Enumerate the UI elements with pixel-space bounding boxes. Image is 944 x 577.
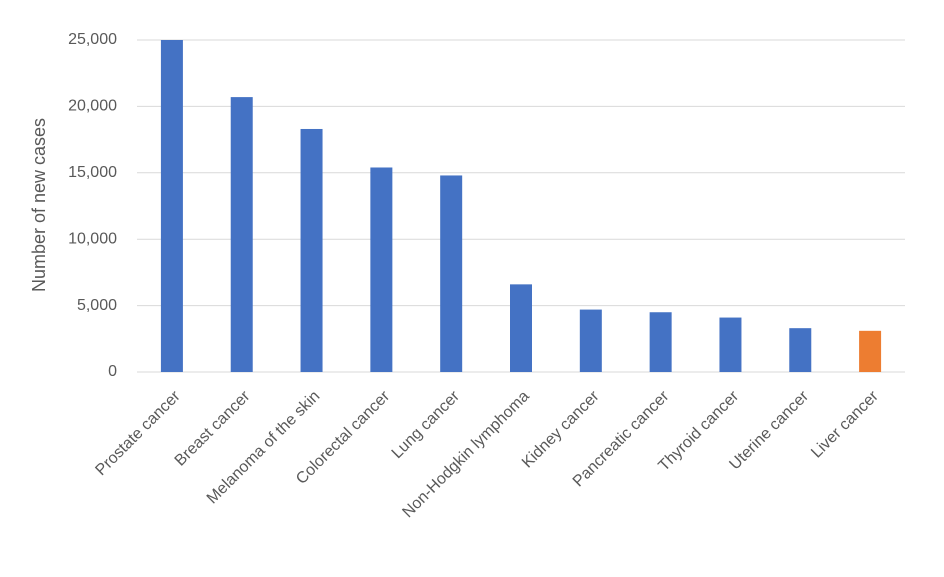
y-tick-label: 5,000: [77, 297, 117, 314]
x-tick-label: Prostate cancer: [92, 387, 184, 479]
bar: [719, 317, 742, 372]
bar: [859, 330, 882, 372]
y-tick-label: 15,000: [68, 164, 117, 181]
y-tick-label: 25,000: [68, 31, 117, 48]
bar: [510, 284, 532, 372]
y-axis-label: Number of new cases: [29, 118, 49, 292]
bar: [579, 309, 602, 372]
x-tick-label: Non-Hodgkin lymphoma: [399, 388, 532, 521]
bar: [300, 128, 323, 372]
bar: [230, 97, 253, 372]
bar: [440, 175, 463, 372]
x-tick-label: Lung cancer: [389, 387, 464, 462]
bar: [649, 312, 672, 372]
y-tick-label: 20,000: [68, 98, 117, 115]
x-tick-label: Melanoma of the skin: [204, 388, 324, 508]
y-tick-label: 0: [108, 363, 117, 380]
x-tick-label: Liver cancer: [808, 387, 882, 461]
bar: [789, 328, 812, 372]
bar: [160, 40, 183, 372]
y-tick-label: 10,000: [68, 230, 117, 247]
bar: [370, 167, 393, 372]
